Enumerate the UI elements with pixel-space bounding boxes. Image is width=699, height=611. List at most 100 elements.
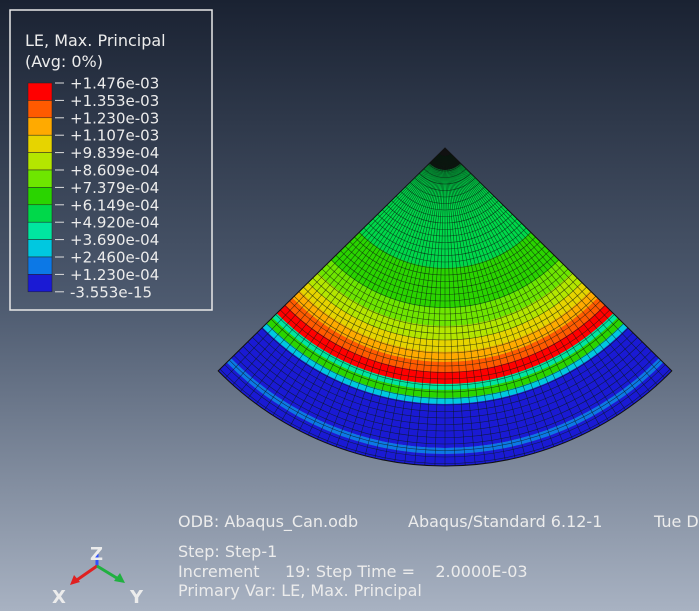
contour-band	[231, 327, 659, 448]
mesh-radial	[240, 153, 441, 392]
mesh-radial	[424, 155, 445, 466]
mesh-radial	[448, 154, 609, 421]
solver: Abaqus/Standard 6.12-1	[408, 512, 602, 531]
legend-swatch	[27, 274, 53, 293]
legend-level: +4.920e-04	[70, 214, 159, 232]
mesh-radial	[449, 154, 642, 399]
mesh-radial	[449, 154, 626, 410]
mesh-radial	[414, 155, 445, 465]
legend-level: +1.353e-03	[70, 92, 159, 110]
contour-band	[299, 282, 591, 353]
legend-level: +1.107e-03	[70, 127, 159, 145]
legend-swatch	[27, 117, 53, 136]
legend: +1.476e-03+1.353e-03+1.230e-03+1.107e-03…	[27, 75, 159, 301]
mesh-radial	[272, 154, 441, 416]
mesh-radial	[446, 155, 535, 454]
mesh-radial	[445, 155, 476, 465]
mesh-radial	[448, 155, 583, 436]
triad: Z X Y	[52, 544, 144, 608]
mesh-radial	[447, 155, 555, 447]
mesh-radial	[446, 155, 516, 459]
legend-level: +2.460e-04	[70, 249, 159, 267]
contour-band	[272, 313, 618, 390]
legend-level: +3.690e-04	[70, 231, 159, 249]
mesh-radial	[448, 154, 601, 426]
mesh-radial	[450, 153, 665, 379]
legend-level: +8.609e-04	[70, 162, 159, 180]
mesh-radial	[289, 154, 442, 426]
mesh-radial	[307, 155, 442, 436]
legend-level: +6.149e-04	[70, 196, 159, 214]
mesh-radial	[449, 153, 650, 392]
contour-band	[318, 260, 572, 326]
date: Tue D	[653, 512, 699, 531]
mesh-radial	[335, 155, 443, 447]
legend-swatch	[27, 169, 53, 188]
mesh-radial	[447, 155, 573, 440]
mesh-radial	[364, 155, 444, 456]
x-arrow	[70, 575, 80, 585]
legend-swatch	[27, 221, 53, 240]
contour-band	[308, 272, 582, 341]
legend-swatch	[27, 100, 53, 119]
mesh-radial	[384, 155, 444, 461]
mesh-plot	[217, 147, 673, 467]
contour-band	[218, 362, 672, 467]
contour-band	[292, 290, 598, 362]
mesh-radial	[444, 155, 456, 466]
mesh-radial	[404, 155, 445, 464]
odb-name: ODB: Abaqus_Can.odb	[178, 512, 358, 532]
mesh-radial	[448, 154, 592, 431]
mesh-radial	[317, 155, 443, 440]
mesh-radial	[248, 154, 441, 399]
mesh-radial	[446, 155, 506, 461]
mesh-radial	[264, 154, 441, 410]
mesh-radial	[326, 155, 443, 444]
mesh-radial	[298, 154, 442, 431]
mesh-radial	[450, 153, 658, 386]
step: Step: Step-1	[178, 542, 277, 561]
legend-level: +9.839e-04	[70, 144, 159, 162]
mesh-radial	[225, 153, 440, 379]
mesh-radial	[281, 154, 442, 421]
legend-level: +7.379e-04	[70, 179, 159, 197]
mesh-radial	[447, 155, 545, 451]
mesh-radial	[394, 155, 445, 463]
mesh-radial	[449, 154, 634, 405]
x-axis	[73, 564, 98, 584]
contour-band	[285, 297, 605, 372]
legend-title: LE, Max. Principal	[25, 31, 166, 50]
legend-swatch	[27, 204, 53, 223]
legend-swatch	[27, 152, 53, 171]
mesh-radial	[445, 155, 496, 463]
mesh-radial	[345, 155, 443, 451]
mesh-radial	[449, 154, 618, 416]
mesh-radial	[434, 155, 446, 466]
z-label: Z	[90, 544, 103, 565]
legend-swatch	[27, 187, 53, 206]
mesh-radial	[374, 155, 444, 459]
mesh-radial	[355, 155, 444, 454]
legend-level: +1.230e-03	[70, 109, 159, 127]
legend-level: +1.230e-04	[70, 266, 159, 284]
contour-band	[262, 323, 628, 404]
legend-subtitle: (Avg: 0%)	[25, 52, 103, 71]
mesh-radial	[232, 153, 440, 386]
primary-variable: Primary Var: LE, Max. Principal	[178, 581, 422, 600]
contour-band	[266, 317, 624, 399]
mesh-radial	[445, 155, 466, 466]
mesh-radial	[447, 155, 564, 444]
legend-swatch	[27, 239, 53, 258]
mesh-outline	[217, 147, 673, 467]
legend-swatch	[27, 134, 53, 153]
legend-box	[9, 9, 213, 311]
increment: Increment 19: Step Time = 2.0000E-03	[178, 562, 528, 581]
x-label: X	[52, 587, 66, 608]
legend-level: +1.476e-03	[70, 75, 159, 93]
y-label: Y	[129, 587, 144, 608]
mesh-radial	[256, 154, 441, 405]
legend-level: -3.553e-15	[70, 283, 152, 301]
legend-swatch	[27, 82, 53, 101]
